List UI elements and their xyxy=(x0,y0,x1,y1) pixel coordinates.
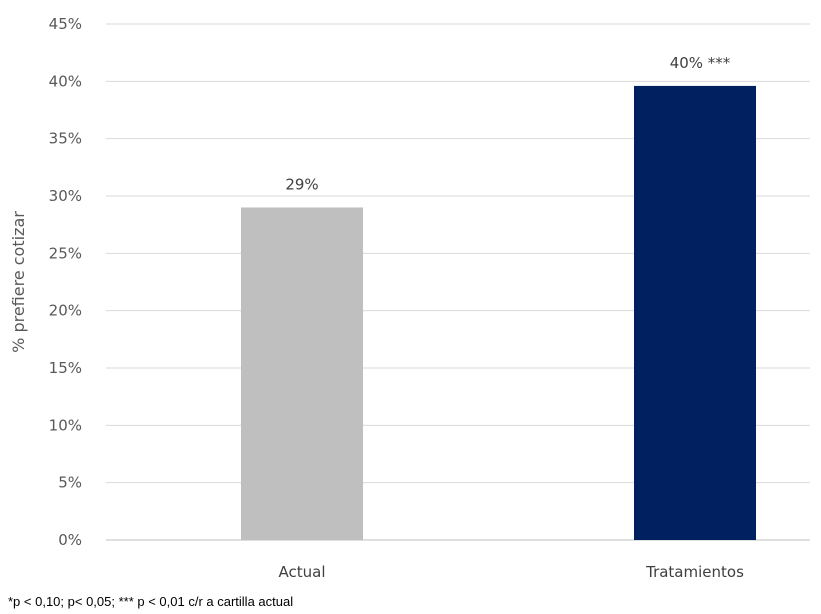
y-tick-label: 45% xyxy=(49,15,82,33)
bar-tratamientos xyxy=(634,85,756,541)
y-axis-ticks: 0% 5% 10% 15% 20% 25% 30% 35% 40% 45% xyxy=(49,15,82,549)
y-tick-label: 0% xyxy=(58,531,82,549)
y-tick-label: 30% xyxy=(49,187,82,205)
y-tick-label: 5% xyxy=(58,474,82,492)
gridlines xyxy=(106,23,810,541)
y-tick-label: 40% xyxy=(49,72,82,90)
y-tick-label: 20% xyxy=(49,302,82,320)
data-labels: 29% 40% *** xyxy=(285,54,730,194)
y-tick-label: 25% xyxy=(49,244,82,262)
y-tick-label: 15% xyxy=(49,359,82,377)
category-label-actual: Actual xyxy=(279,563,326,581)
bars xyxy=(241,85,756,541)
bar-actual xyxy=(241,207,363,540)
category-label-tratamientos: Tratamientos xyxy=(645,563,744,581)
significance-footnote: *p < 0,10; p< 0,05; *** p < 0,01 c/r a c… xyxy=(8,594,294,609)
y-tick-label: 10% xyxy=(49,416,82,434)
y-axis-title: % prefiere cotizar xyxy=(9,211,28,353)
data-label-tratamientos: 40% *** xyxy=(670,54,731,72)
data-label-actual: 29% xyxy=(285,175,318,193)
x-axis-categories: Actual Tratamientos xyxy=(279,563,745,581)
y-tick-label: 35% xyxy=(49,130,82,148)
